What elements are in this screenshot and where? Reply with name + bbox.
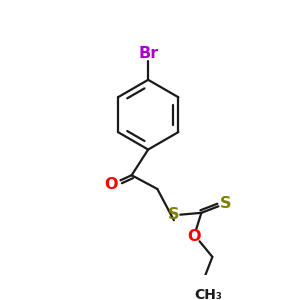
Text: Br: Br [138,46,158,61]
Text: O: O [105,177,118,192]
Text: O: O [187,229,201,244]
Text: S: S [220,196,231,211]
Text: S: S [168,207,180,222]
Text: CH₃: CH₃ [194,288,222,300]
